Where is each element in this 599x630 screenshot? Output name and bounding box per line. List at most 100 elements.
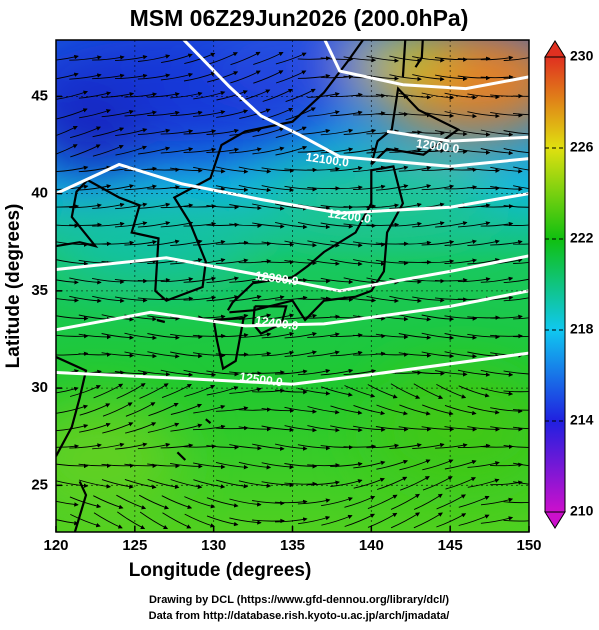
contour-line [56,254,529,293]
streamline [147,315,180,321]
streamline [375,184,409,191]
streamline [320,297,354,302]
streamline [261,350,295,357]
coastline [176,451,187,461]
streamline [467,405,500,415]
streamline [467,461,500,468]
streamline [376,476,408,490]
streamline [261,185,295,193]
streamline [421,259,455,264]
streamline [275,145,308,156]
streamline [261,241,295,247]
streamline [366,203,400,209]
streamline [297,498,331,505]
streamline [480,221,514,227]
streamline [284,463,318,469]
streamline [184,513,215,528]
streamline [285,107,316,121]
streamline [512,112,529,116]
field: 12000.0 12100.0 12200.0 12300.0 12400.0 12500… [56,40,529,532]
streamline [457,203,491,209]
streamline [125,422,157,434]
streamline [261,313,295,320]
streamline [390,493,420,510]
streamline [229,276,262,283]
streamline [436,494,466,510]
streamline [513,481,529,485]
x-tick-label: 120 [43,537,68,554]
streamline [78,463,112,469]
streamline [390,383,421,399]
streamline [457,369,491,377]
streamline [147,92,180,98]
streamline [183,221,217,227]
streamline [215,461,249,470]
streamline [206,515,239,527]
colorbar-tick-label: 218 [570,321,594,337]
streamline [92,202,125,209]
streamline [444,239,477,246]
streamline [436,513,467,528]
streamline [512,409,529,411]
streamline [238,332,272,338]
streamline [434,278,468,283]
streamline [444,460,477,470]
streamline [238,166,272,174]
streamline [261,481,295,488]
streamline [252,443,285,451]
x-tick-label: 150 [516,537,541,554]
streamline [56,241,89,247]
coastline [156,318,166,324]
streamline [252,295,285,302]
streamline [398,352,432,358]
streamline [413,512,443,529]
streamline [307,332,340,338]
streamline [297,278,331,284]
streamline [206,295,239,302]
streamline [436,384,467,399]
streamline [56,404,89,414]
streamline [444,315,478,321]
streamline [343,128,377,135]
streamline [101,479,134,489]
streamline [389,74,422,82]
streamline [79,403,111,416]
streamline [284,481,318,487]
chart-title: MSM 06Z29Jun2026 (200.0hPa) [130,5,469,31]
streamline [56,165,89,173]
streamline [375,165,409,173]
streamline [480,74,514,80]
streamline [92,277,125,285]
streamline [261,425,295,433]
coastline [205,418,212,424]
streamline [56,480,89,488]
streamline [101,463,135,468]
streamline [274,443,308,451]
streamline [284,350,317,357]
streamline [124,332,157,341]
streamline [229,498,262,507]
streamline [78,165,112,173]
streamline [352,111,386,116]
streamline [206,128,239,135]
streamline [467,478,500,488]
streamline [193,462,226,470]
streamline [444,426,478,432]
streamline [69,496,102,509]
streamline [215,240,249,246]
streamline [229,147,262,154]
streamline [366,295,399,304]
streamline [275,70,307,84]
streamline [115,442,148,450]
streamline [375,333,409,340]
streamline [284,240,317,248]
streamline [398,92,432,100]
contour-label: 12300.0 [254,268,299,288]
streamline [192,333,226,339]
streamline [412,131,445,136]
streamline [400,476,430,491]
streamline [252,203,285,211]
streamline [253,51,284,65]
streamline [215,406,249,412]
